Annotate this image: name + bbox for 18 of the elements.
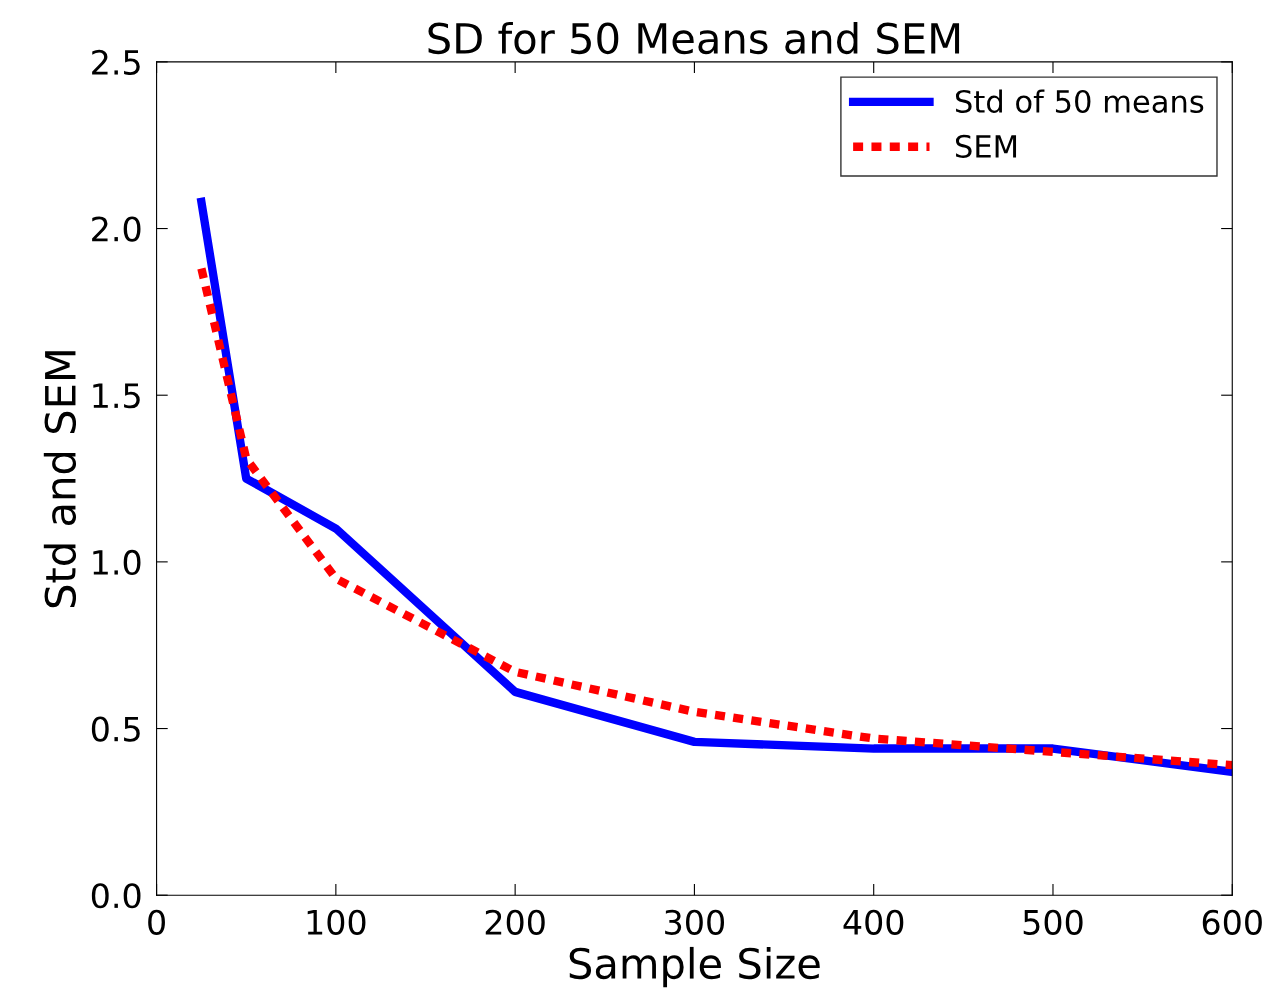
y-tick-label: 1.5	[93, 383, 140, 409]
x-tick-label: 200	[485, 909, 545, 935]
chart-title: SD for 50 Means and SEM	[428, 21, 960, 55]
legend-label: Std of 50 means	[955, 89, 1204, 114]
x-tick-label: 400	[843, 909, 904, 935]
y-tick-label: 0.0	[91, 883, 141, 909]
x-tick-label: 600	[1202, 909, 1262, 935]
x-tick-label: 500	[1023, 909, 1083, 935]
x-tick-label: 300	[665, 909, 725, 935]
y-tick-label: 1.0	[93, 549, 141, 576]
y-tick-label: 0.5	[91, 716, 140, 742]
y-tick-label: 2.5	[92, 49, 140, 76]
y-tick-label: 2.0	[92, 216, 141, 242]
x-tick-label: 100	[307, 909, 366, 935]
x-axis-title: Sample Size	[569, 946, 820, 988]
y-axis-title: Std and SEM	[43, 351, 77, 608]
x-tick-label: 0	[148, 909, 165, 935]
legend-label: SEM	[955, 134, 1017, 158]
